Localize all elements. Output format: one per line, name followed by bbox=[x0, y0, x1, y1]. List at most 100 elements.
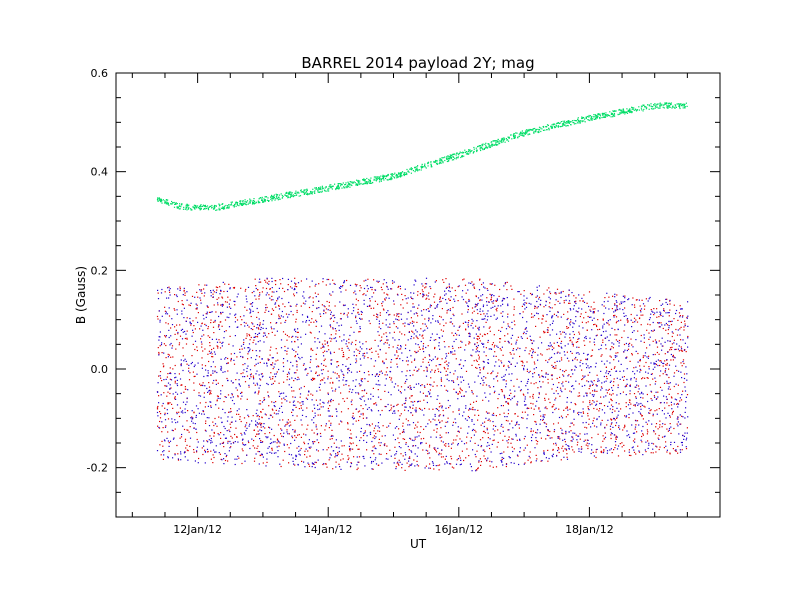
data-point-total bbox=[630, 110, 632, 112]
data-point-total bbox=[210, 205, 212, 207]
data-point-blue bbox=[228, 303, 230, 305]
data-point-red bbox=[439, 414, 441, 416]
data-point-total bbox=[263, 198, 265, 200]
data-point-red bbox=[450, 463, 452, 465]
data-point-red bbox=[364, 430, 366, 432]
data-point-blue bbox=[274, 441, 276, 443]
data-point-red bbox=[293, 295, 295, 297]
data-point-red bbox=[610, 394, 612, 396]
data-point-red bbox=[397, 437, 399, 439]
data-point-red bbox=[530, 382, 532, 384]
data-point-red bbox=[268, 396, 270, 398]
data-point-total bbox=[602, 116, 604, 118]
data-point-red bbox=[684, 323, 686, 325]
data-point-blue bbox=[593, 317, 595, 319]
data-point-red bbox=[672, 410, 674, 412]
data-point-red bbox=[666, 298, 668, 300]
data-point-total bbox=[565, 125, 567, 127]
data-point-blue bbox=[556, 352, 558, 354]
data-point-total bbox=[495, 140, 497, 142]
data-point-red bbox=[230, 421, 232, 423]
data-point-red bbox=[346, 279, 348, 282]
data-point-blue bbox=[222, 371, 224, 373]
data-point-red bbox=[192, 320, 194, 322]
data-point-total bbox=[186, 203, 188, 205]
data-point-red bbox=[639, 360, 641, 362]
data-point-red bbox=[189, 304, 191, 307]
data-point-red bbox=[322, 379, 324, 381]
data-point-total bbox=[495, 142, 497, 144]
data-point-blue bbox=[308, 446, 310, 448]
data-point-total bbox=[642, 110, 644, 112]
data-point-total bbox=[473, 150, 475, 153]
data-point-blue bbox=[163, 379, 165, 381]
data-point-blue bbox=[156, 450, 159, 452]
data-point-red bbox=[408, 466, 410, 468]
data-point-red bbox=[289, 286, 292, 288]
data-point-red bbox=[617, 384, 619, 386]
data-point-blue bbox=[326, 342, 328, 344]
data-point-red bbox=[375, 316, 378, 318]
data-point-red bbox=[511, 288, 513, 290]
data-point-red bbox=[593, 311, 595, 313]
data-point-red bbox=[265, 309, 267, 311]
data-point-red bbox=[640, 406, 642, 408]
data-point-red bbox=[174, 428, 176, 430]
data-point-red bbox=[551, 364, 553, 366]
data-point-red bbox=[184, 337, 186, 340]
data-point-red bbox=[404, 409, 406, 411]
data-point-total bbox=[469, 152, 471, 154]
data-point-total bbox=[667, 106, 669, 108]
data-point-blue bbox=[648, 444, 650, 446]
data-point-red bbox=[468, 341, 470, 343]
data-point-red bbox=[189, 426, 191, 428]
data-point-blue bbox=[502, 430, 504, 432]
data-point-total bbox=[319, 188, 321, 191]
data-point-total bbox=[517, 137, 519, 139]
data-point-total bbox=[467, 150, 469, 153]
data-point-red bbox=[510, 392, 512, 394]
data-point-red bbox=[670, 348, 673, 351]
data-point-total bbox=[607, 114, 609, 116]
data-point-blue bbox=[539, 303, 541, 305]
data-point-red bbox=[296, 415, 298, 417]
data-point-red bbox=[212, 421, 214, 423]
data-point-red bbox=[566, 351, 568, 353]
data-point-total bbox=[516, 132, 518, 134]
data-point-red bbox=[262, 408, 264, 410]
data-point-blue bbox=[164, 426, 167, 428]
data-point-total bbox=[495, 143, 497, 145]
data-point-red bbox=[514, 413, 516, 415]
data-point-red bbox=[587, 415, 589, 417]
data-point-red bbox=[533, 361, 535, 363]
data-point-red bbox=[656, 446, 658, 448]
data-point-red bbox=[501, 389, 503, 391]
data-point-red bbox=[348, 338, 350, 340]
data-point-blue bbox=[624, 297, 626, 299]
data-point-red bbox=[265, 281, 267, 283]
data-point-red bbox=[269, 349, 271, 351]
data-point-total bbox=[233, 204, 235, 206]
data-point-total bbox=[234, 203, 236, 206]
data-point-red bbox=[380, 398, 382, 401]
data-point-blue bbox=[183, 307, 185, 309]
data-point-red bbox=[378, 442, 380, 444]
data-point-total bbox=[421, 166, 423, 168]
data-point-total bbox=[390, 173, 392, 175]
data-point-total bbox=[581, 116, 583, 118]
data-point-red bbox=[252, 341, 254, 344]
data-point-total bbox=[661, 104, 663, 106]
data-point-red bbox=[203, 392, 205, 394]
data-point-red bbox=[402, 299, 404, 301]
data-point-red bbox=[677, 393, 679, 395]
data-point-red bbox=[254, 457, 256, 459]
data-point-blue bbox=[161, 421, 163, 423]
data-point-red bbox=[178, 342, 181, 344]
data-point-blue bbox=[219, 397, 221, 400]
data-point-blue bbox=[604, 436, 607, 438]
data-point-blue bbox=[210, 401, 212, 403]
data-point-total bbox=[194, 204, 197, 207]
data-point-red bbox=[184, 292, 186, 294]
data-point-blue bbox=[578, 353, 580, 355]
data-point-red bbox=[168, 354, 170, 356]
